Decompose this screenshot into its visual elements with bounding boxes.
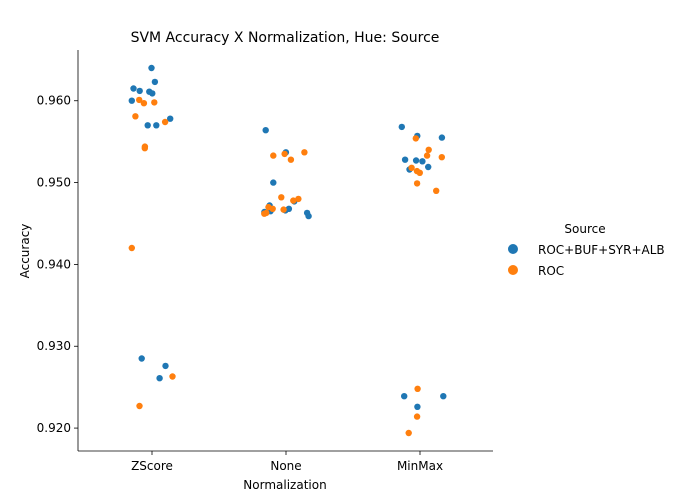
- data-point: [162, 362, 169, 370]
- data-point: [151, 78, 159, 86]
- data-point: [423, 152, 431, 159]
- data-point: [413, 413, 421, 420]
- data-point: [130, 85, 137, 92]
- data-point: [132, 113, 139, 120]
- data-point: [301, 149, 308, 156]
- x-tick-label-minmax: MinMax: [397, 459, 443, 473]
- data-point: [151, 99, 158, 106]
- data-point: [412, 135, 419, 142]
- data-point: [416, 169, 423, 176]
- data-point: [278, 194, 285, 201]
- data-point: [412, 157, 420, 164]
- data-point: [270, 152, 277, 159]
- data-point: [405, 429, 412, 437]
- data-point: [290, 197, 297, 204]
- data-point: [408, 164, 415, 171]
- data-point: [419, 158, 426, 165]
- data-point: [269, 205, 276, 212]
- y-axis-ticks: 0.920 0.930 0.940 0.950 0.960: [37, 94, 78, 435]
- data-point: [433, 187, 440, 194]
- y-tick-label: 0.960: [37, 94, 71, 108]
- data-point: [413, 180, 421, 187]
- y-tick-label: 0.930: [37, 339, 71, 353]
- y-tick-label: 0.940: [37, 257, 71, 271]
- data-point: [138, 355, 145, 362]
- x-tick-label-zscore: ZScore: [131, 459, 173, 473]
- data-point: [401, 393, 408, 400]
- legend-marker-roc: [508, 265, 518, 275]
- legend: Source ROC+BUF+SYR+ALB ROC: [508, 222, 665, 278]
- x-axis-ticks: ZScore None MinMax: [131, 451, 443, 473]
- y-tick-label: 0.950: [37, 176, 71, 190]
- data-point: [295, 195, 302, 203]
- data-point: [262, 127, 269, 134]
- data-point: [136, 87, 143, 95]
- data-point: [144, 122, 151, 129]
- data-point: [153, 122, 160, 129]
- chart-title: SVM Accuracy X Normalization, Hue: Sourc…: [131, 30, 440, 46]
- x-axis-title: Normalization: [243, 478, 326, 492]
- data-point: [140, 100, 148, 107]
- data-point: [128, 244, 135, 252]
- data-point: [261, 210, 268, 217]
- data-point: [169, 373, 176, 380]
- data-point: [425, 146, 432, 153]
- data-point: [414, 403, 421, 410]
- data-point: [280, 206, 287, 213]
- data-point: [136, 96, 143, 104]
- legend-title: Source: [564, 222, 605, 236]
- data-point: [281, 150, 288, 158]
- data-point: [167, 115, 174, 122]
- legend-marker-roc-buf-syr-alb: [508, 244, 518, 254]
- data-point: [425, 163, 432, 171]
- data-point: [149, 90, 156, 97]
- x-tick-label-none: None: [270, 459, 301, 473]
- data-point: [128, 97, 135, 104]
- data-point: [156, 375, 163, 382]
- legend-label-roc-buf-syr-alb: ROC+BUF+SYR+ALB: [538, 243, 665, 257]
- data-point: [305, 212, 312, 220]
- data-point: [270, 179, 277, 186]
- data-point: [141, 145, 148, 152]
- data-points: [128, 64, 447, 437]
- data-point: [438, 134, 446, 141]
- data-point: [398, 123, 405, 131]
- data-point: [414, 385, 421, 392]
- data-point: [148, 64, 155, 72]
- data-point: [438, 154, 445, 161]
- y-axis-title: Accuracy: [18, 224, 32, 279]
- data-point: [287, 156, 295, 163]
- data-point: [440, 393, 447, 400]
- y-tick-label: 0.920: [37, 421, 71, 435]
- data-point: [401, 156, 409, 163]
- data-point: [161, 118, 169, 126]
- legend-label-roc: ROC: [538, 264, 564, 278]
- data-point: [136, 402, 143, 410]
